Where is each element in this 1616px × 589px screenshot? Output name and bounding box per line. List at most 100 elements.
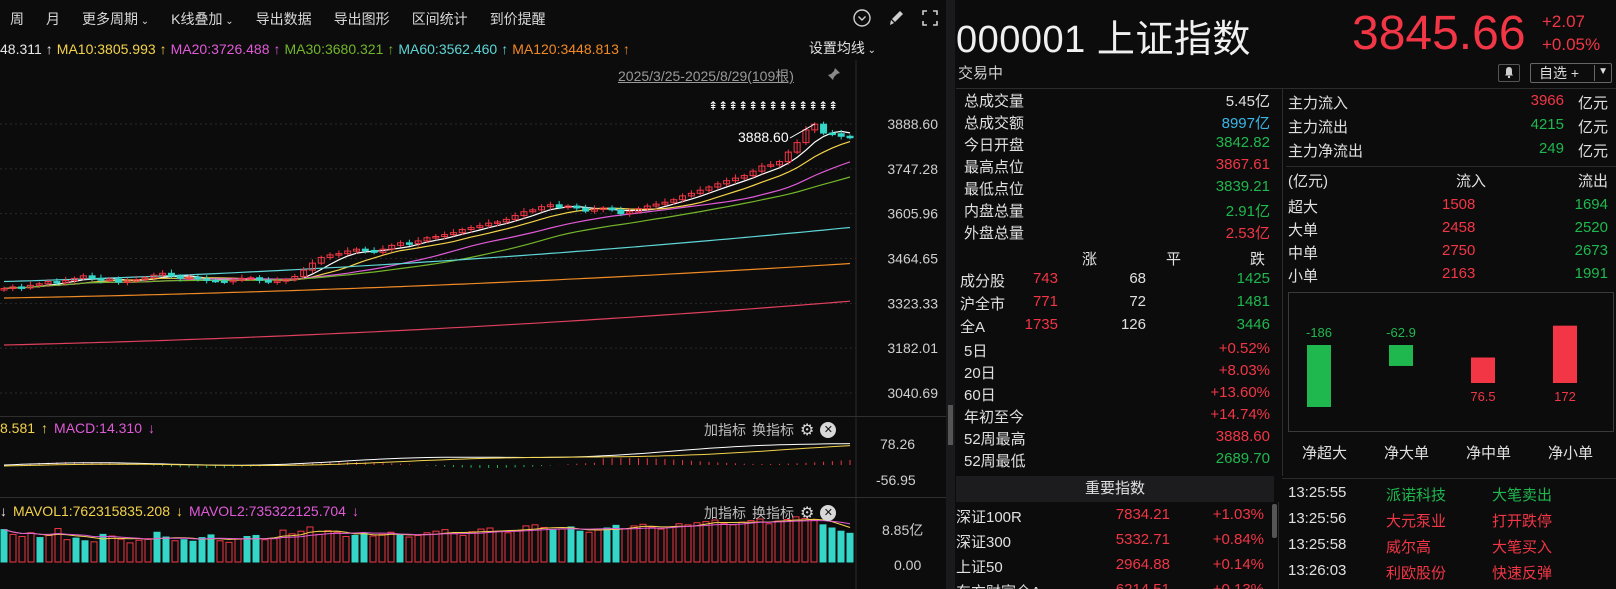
index-row[interactable]: 东方财富全A 6214.51 +0.13%	[956, 581, 1268, 589]
volume-bar	[495, 530, 503, 563]
export-chart-button[interactable]: 导出图形	[333, 11, 390, 27]
index-row[interactable]: 深证100R 7834.21 +1.03%	[956, 506, 1268, 531]
pin-icon[interactable]	[826, 66, 842, 85]
panel-splitter[interactable]	[946, 0, 955, 589]
volume-bar	[549, 529, 557, 563]
stat-row: 外盘总量 2.53亿	[958, 222, 1270, 244]
price-alert-button[interactable]: 到价提醒	[489, 11, 546, 27]
close-icon[interactable]: ✕	[820, 505, 837, 521]
index-row[interactable]: 上证50 2964.88 +0.14%	[956, 556, 1268, 581]
candle	[159, 272, 167, 276]
return-label: 5日	[964, 343, 988, 360]
candle	[661, 201, 669, 205]
volume-bar	[405, 536, 413, 563]
arrow-up-icon: ↑	[159, 41, 167, 57]
tick-row[interactable]: 13:25:58 威尔高 大笔买入	[1286, 536, 1616, 561]
more-periods-dropdown[interactable]: 更多周期 ⌄	[82, 9, 149, 29]
index-value: 2964.88	[1115, 556, 1170, 573]
gear-icon[interactable]: ⚙	[800, 422, 815, 439]
flow-row-label: 大单	[1288, 222, 1319, 239]
candle	[317, 256, 325, 264]
high-marker-line	[789, 123, 815, 139]
signal-arrows: ⇞ ⇞ ⇞ ⇞ ⇞ ⇞ ⇞ ⇞ ⇞ ⇞ ⇞ ⇞ ⇞	[708, 99, 838, 139]
volume-bar	[837, 530, 845, 563]
breadth-label: 成分股	[960, 273, 1006, 290]
add-watchlist-button[interactable]: 自选 + ▼	[1530, 63, 1612, 83]
chevron-down-circle-icon[interactable]	[852, 8, 872, 28]
breadth-row: 全A 1735 126 3446	[958, 316, 1270, 338]
candle	[35, 283, 43, 286]
candle	[767, 164, 775, 167]
macd-tools: 加指标 换指标 ⚙ ✕	[704, 420, 837, 440]
stat-label: 内盘总量	[964, 203, 1025, 220]
divider	[1282, 88, 1283, 476]
volume-bar	[36, 537, 44, 563]
flow-row-label: 中单	[1288, 245, 1319, 262]
volume-bar	[81, 540, 89, 563]
range-stats-button[interactable]: 区间统计	[411, 11, 468, 27]
divider	[1286, 166, 1616, 167]
ma-line	[3, 262, 851, 299]
volume-bar	[558, 528, 566, 563]
bell-icon[interactable]	[1498, 64, 1520, 82]
candle	[793, 142, 801, 153]
export-data-button[interactable]: 导出数据	[255, 11, 312, 27]
set-ma-dropdown[interactable]: 设置均线 ⌄	[809, 38, 876, 58]
gear-icon[interactable]: ⚙	[800, 505, 815, 522]
candle	[687, 192, 695, 197]
volume-bar	[666, 526, 674, 563]
add-indicator-button[interactable]: 加指标	[704, 505, 746, 521]
scrollbar-thumb[interactable]	[1272, 504, 1277, 538]
breadth-label: 沪全市	[960, 296, 1006, 313]
volume-bar	[378, 533, 386, 563]
add-indicator-button[interactable]: 加指标	[704, 422, 746, 438]
period-week-button[interactable]: 周	[10, 11, 24, 27]
index-row[interactable]: 深证300 5332.71 +0.84%	[956, 531, 1268, 556]
volume-bar	[738, 521, 746, 563]
switch-indicator-button[interactable]: 换指标	[752, 505, 794, 521]
tick-time: 13:25:58	[1288, 536, 1347, 553]
return-row: 20日 +8.03%	[958, 362, 1270, 384]
chevron-down-icon[interactable]: ▼	[1598, 66, 1608, 77]
flow-summary-value: 3966	[1530, 92, 1564, 109]
tick-row[interactable]: 13:25:55 派诺科技 大笔卖出	[1286, 484, 1616, 509]
candle	[115, 278, 123, 283]
breadth-down: 1481	[1236, 293, 1270, 310]
close-icon[interactable]: ✕	[820, 422, 837, 438]
kline-overlay-dropdown[interactable]: K线叠加 ⌄	[171, 9, 234, 29]
net-flow-bars: -186 -62.9 76.5 172	[1306, 325, 1577, 407]
price-axis-label: 3464.65	[887, 250, 938, 266]
breadth-row: 沪全市 771 72 1481	[958, 293, 1270, 315]
volume-bar	[360, 532, 368, 563]
divider	[1282, 478, 1616, 479]
candle	[167, 272, 175, 277]
volume-bar	[567, 526, 575, 563]
range-label[interactable]: 2025/3/25-2025/8/29(109根)	[618, 68, 794, 84]
return-value: +13.60%	[1210, 384, 1270, 401]
splitter-grip[interactable]	[948, 405, 953, 445]
switch-indicator-button[interactable]: 换指标	[752, 422, 794, 438]
flow-summary-value: 4215	[1530, 116, 1564, 133]
candle	[247, 277, 255, 280]
candle	[432, 235, 440, 239]
stat-value: 5.45亿	[1225, 93, 1270, 110]
fullscreen-icon[interactable]	[920, 8, 940, 28]
tick-row[interactable]: 13:25:56 大元泵业 打开跌停	[1286, 510, 1616, 535]
high-marker-label: 3888.60	[738, 129, 789, 145]
candle	[97, 277, 105, 281]
volume-bar	[324, 530, 332, 563]
period-month-button[interactable]: 月	[46, 11, 60, 27]
tick-action: 大笔卖出	[1492, 487, 1553, 504]
stat-row: 最高点位 3867.61	[958, 156, 1270, 178]
volume-bar	[747, 520, 755, 563]
volume-bar	[540, 526, 548, 563]
volume-bar	[27, 532, 35, 563]
candle	[150, 274, 158, 279]
stat-value: 2.53亿	[1225, 225, 1270, 242]
flow-out-value: 1991	[1574, 265, 1608, 282]
candle	[53, 281, 61, 284]
candle	[749, 170, 757, 177]
brush-icon[interactable]	[886, 8, 906, 28]
candle	[18, 286, 26, 289]
tick-row[interactable]: 13:26:03 利欧股份 快速反弹	[1286, 562, 1616, 587]
